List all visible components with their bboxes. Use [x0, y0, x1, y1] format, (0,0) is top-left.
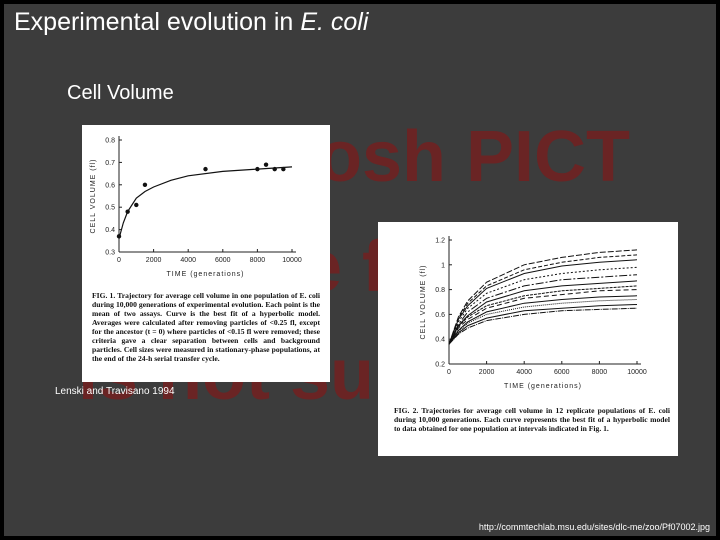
series-line	[448, 249, 638, 345]
source-url: http://commtechlab.msu.edu/sites/dlc-me/…	[478, 522, 710, 532]
title: Experimental evolution in E. coli	[14, 8, 368, 37]
x-tick-label: 8000	[250, 257, 266, 264]
y-tick-label: 1	[441, 262, 445, 269]
x-tick-label: 0	[447, 369, 451, 376]
point	[125, 209, 130, 214]
x-tick-label: 8000	[592, 369, 608, 376]
y-tick-label: 1.2	[435, 238, 445, 245]
figure: 0.3 0.4 0.5 0.6 0.7 0.8 0 2000 4000 6000 8000 10000…	[82, 125, 330, 382]
point	[116, 234, 122, 239]
point	[272, 166, 277, 172]
series-line	[448, 254, 638, 345]
series-line	[448, 266, 638, 345]
x-tick-label: 2000	[146, 257, 162, 264]
y-tick-label: 0.3	[105, 250, 115, 257]
series-line	[448, 299, 638, 345]
point	[263, 162, 269, 167]
series-line	[448, 304, 638, 345]
caption: FIG. 2. Trajectories for average cell vo…	[394, 406, 670, 433]
x-axis-label: TIME (generations)	[504, 383, 582, 390]
y-tick-label: 0.6	[105, 182, 115, 189]
point	[142, 182, 148, 187]
subtitle: Cell Volume	[67, 82, 174, 104]
y-axis-label: CELL VOLUME (fl)	[420, 265, 427, 340]
x-tick-label: 10000	[282, 257, 302, 264]
chart: 0.2 0.4 0.6 0.8 1 1.2 0 2000 4000 6000 8000 10000 TI…	[420, 236, 647, 390]
chart: 0.3 0.4 0.5 0.6 0.7 0.8 0 2000 4000 6000 8000 10000…	[90, 136, 302, 278]
point	[255, 166, 260, 172]
figure: 0.2 0.4 0.6 0.8 1 1.2 0 2000 4000 6000 8000 10000 TI…	[378, 222, 678, 456]
y-tick-label: 0.8	[435, 287, 445, 294]
x-tick-label: 0	[117, 257, 121, 264]
x-tick-label: 6000	[554, 369, 570, 376]
y-tick-label: 0.4	[105, 227, 115, 234]
x-tick-label: 4000	[180, 257, 196, 264]
series-line	[448, 259, 638, 345]
series-line	[448, 289, 638, 345]
title-italic: E. coli	[300, 8, 369, 36]
x-tick-label: 2000	[479, 369, 495, 376]
x-axis-label: TIME (generations)	[167, 271, 245, 278]
series-line	[448, 280, 638, 345]
series-line	[448, 295, 638, 345]
point	[203, 166, 208, 172]
y-tick-label: 0.6	[435, 312, 445, 319]
series-line	[448, 285, 638, 345]
y-tick-label: 0.7	[105, 160, 115, 167]
y-axis-label: CELL VOLUME (fl)	[90, 159, 97, 234]
series-line	[448, 274, 638, 345]
y-tick-label: 0.8	[105, 138, 115, 145]
x-tick-label: 4000	[516, 369, 532, 376]
fit-curve	[118, 166, 293, 239]
series-line	[448, 307, 638, 345]
caption: FIG. 1. Trajectory for average cell volu…	[92, 291, 320, 363]
credit: Lenski and Travisano 1994	[55, 386, 175, 397]
title-text: Experimental evolution in	[14, 8, 294, 36]
x-tick-label: 6000	[215, 257, 231, 264]
point	[134, 202, 139, 208]
x-tick-label: 10000	[627, 369, 647, 376]
y-tick-label: 0.2	[435, 362, 445, 369]
y-tick-label: 0.5	[105, 205, 115, 212]
point	[281, 166, 286, 172]
y-tick-label: 0.4	[435, 337, 445, 344]
